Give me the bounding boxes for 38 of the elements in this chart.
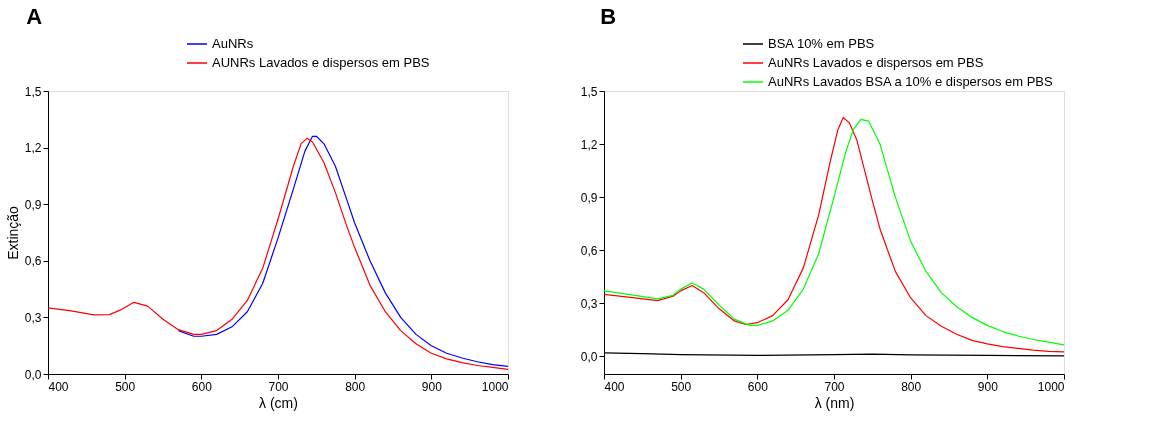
y-tick-label: 1,5 (580, 84, 598, 99)
y-tick-label: 0,6 (580, 243, 598, 258)
chart-title: B (600, 4, 617, 29)
x-tick-label: 500 (115, 379, 136, 394)
y-tick-label: 0,9 (24, 197, 42, 212)
y-tick-label: 0,6 (24, 254, 42, 269)
y-tick-label: 0,3 (580, 296, 598, 311)
y-tick-label: 0,9 (580, 190, 598, 205)
x-tick-label: 900 (421, 379, 443, 394)
x-tick-label: 600 (747, 379, 769, 394)
x-tick-label: 1000 (481, 379, 509, 394)
x-tick-label: 500 (671, 379, 692, 394)
y-tick-label: 0,0 (580, 349, 598, 364)
y-tick-label: 0,3 (24, 310, 42, 325)
x-tick-label: 800 (901, 379, 922, 394)
y-tick-label: 0,0 (24, 367, 42, 382)
legend-label: AUNRs Lavados e dispersos em PBS (212, 55, 430, 70)
x-tick-label: 700 (824, 379, 845, 394)
x-tick-label: 1000 (1037, 379, 1065, 394)
legend-label: AuNRs Lavados BSA a 10% e dispersos em PBS (768, 74, 1054, 89)
legend-label: AuNRs Lavados e dispersos em PBS (768, 55, 984, 70)
x-tick-label: 700 (268, 379, 289, 394)
line-series (48, 137, 508, 370)
line-series (177, 135, 508, 368)
chart-title: A (26, 4, 43, 29)
x-tick-label: 400 (48, 379, 69, 394)
y-tick-label: 1,2 (580, 137, 598, 152)
x-tick-label: 400 (604, 379, 625, 394)
x-axis-title: λ (nm) (814, 394, 855, 411)
y-axis-title: Extinção (4, 205, 21, 260)
y-tick-label: 1,5 (24, 84, 42, 99)
legend-label: BSA 10% em PBS (768, 36, 875, 51)
legend-label: AuNRs (212, 36, 254, 51)
x-axis-title: λ (cm) (259, 394, 298, 411)
x-tick-label: 800 (345, 379, 366, 394)
x-tick-label: 600 (191, 379, 213, 394)
y-tick-label: 1,2 (24, 141, 42, 156)
x-tick-label: 900 (977, 379, 999, 394)
